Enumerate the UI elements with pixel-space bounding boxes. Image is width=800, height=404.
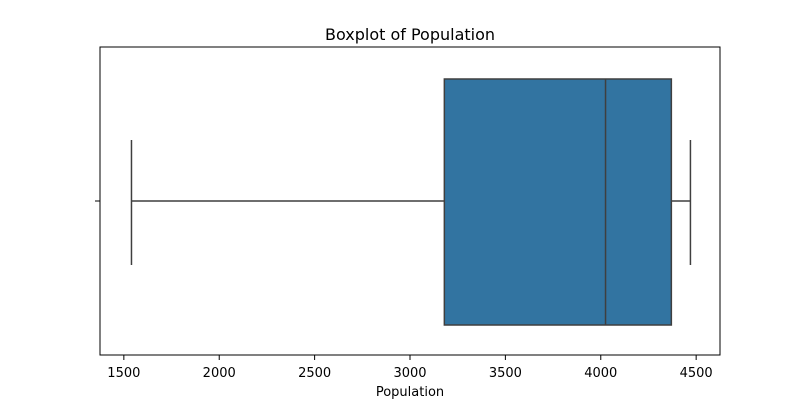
plot-area xyxy=(130,78,692,326)
x-tick-label: 3000 xyxy=(393,366,426,381)
x-axis: 1500 2000 2500 3000 3500 4000 4500 xyxy=(107,355,713,381)
x-tick-label: 2000 xyxy=(203,366,236,381)
x-tick-label: 4500 xyxy=(680,366,713,381)
x-tick-label: 2500 xyxy=(298,366,331,381)
x-tick-label: 3500 xyxy=(489,366,522,381)
chart-title: Boxplot of Population xyxy=(325,25,495,44)
x-tick-label: 1500 xyxy=(107,366,140,381)
x-axis-label: Population xyxy=(376,385,444,400)
x-tick-label: 4000 xyxy=(584,366,617,381)
iqr-box xyxy=(443,78,673,326)
